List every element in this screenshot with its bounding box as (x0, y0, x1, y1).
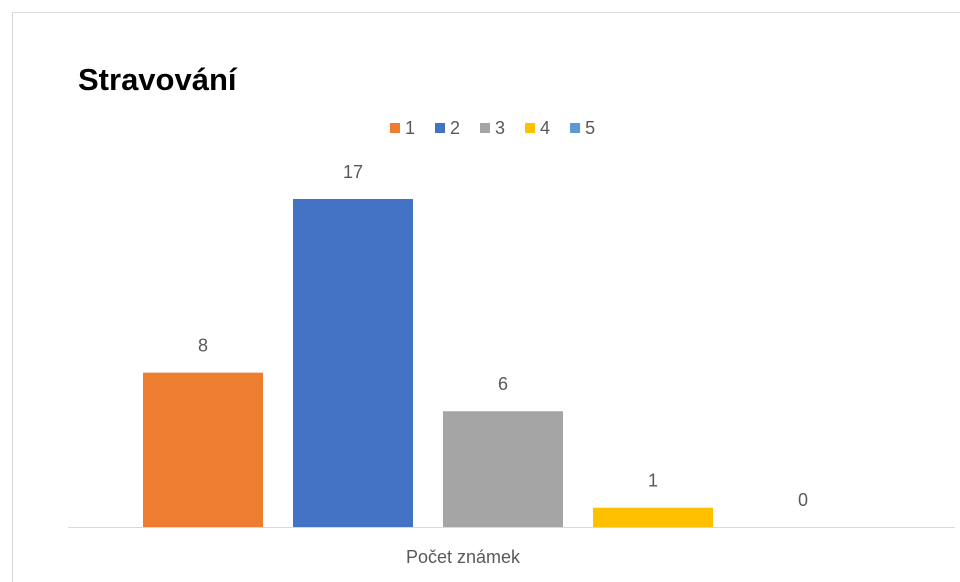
x-tick-label: Počet známek (406, 547, 521, 567)
data-label: 0 (798, 490, 808, 510)
data-label: 6 (498, 374, 508, 394)
legend-label: 4 (540, 118, 550, 138)
bar (593, 507, 713, 527)
legend-label: 5 (585, 118, 595, 138)
bar (143, 372, 263, 527)
data-label: 17 (343, 162, 363, 182)
legend-label: 3 (495, 118, 505, 138)
legend-swatch (480, 123, 491, 133)
bar (293, 199, 413, 527)
legend-swatch (525, 123, 536, 133)
legend-swatch (390, 123, 400, 133)
legend-label: 2 (450, 118, 460, 138)
legend-swatch (570, 123, 581, 133)
bar (443, 411, 563, 527)
chart-title: Stravování (78, 62, 238, 97)
legend-swatch (435, 123, 446, 133)
data-label: 1 (648, 470, 658, 490)
data-label: 8 (198, 335, 208, 355)
legend-label: 1 (405, 118, 415, 138)
